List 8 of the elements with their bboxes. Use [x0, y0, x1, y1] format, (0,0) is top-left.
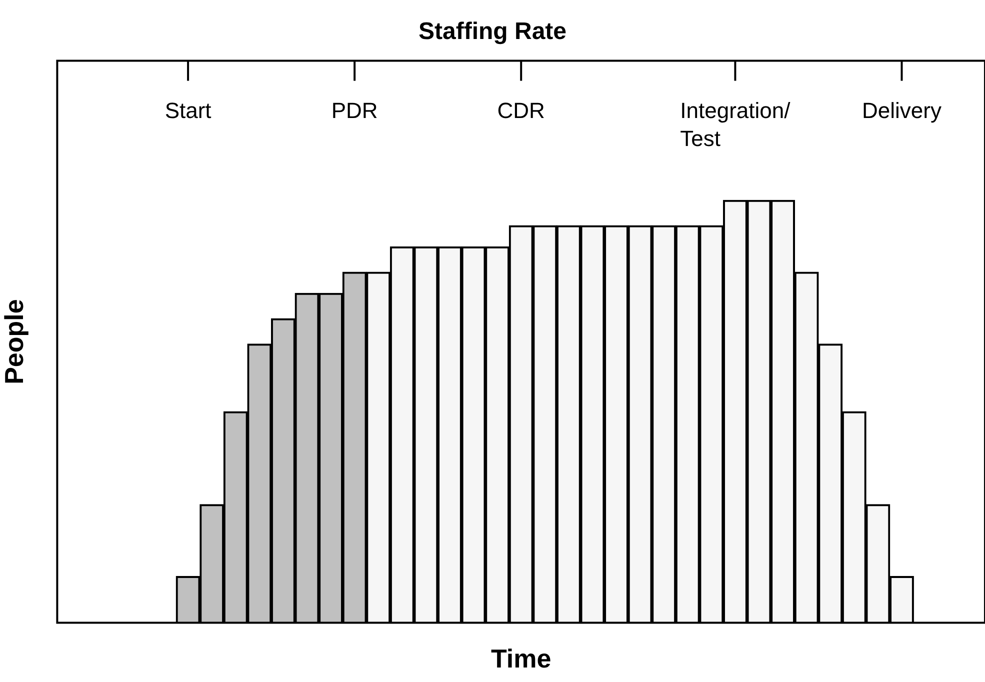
x-axis-title: Time: [490, 644, 552, 674]
y-axis-title: People: [0, 299, 29, 384]
x-tick-label: CDR: [497, 98, 545, 123]
chart-title: Staffing Rate: [418, 18, 567, 46]
x-tick-label: Delivery: [862, 98, 942, 123]
x-tick-label: PDR: [331, 98, 378, 123]
x-tick-label: Start: [164, 98, 212, 123]
x-tick-label: Integration/ Test: [680, 98, 792, 151]
